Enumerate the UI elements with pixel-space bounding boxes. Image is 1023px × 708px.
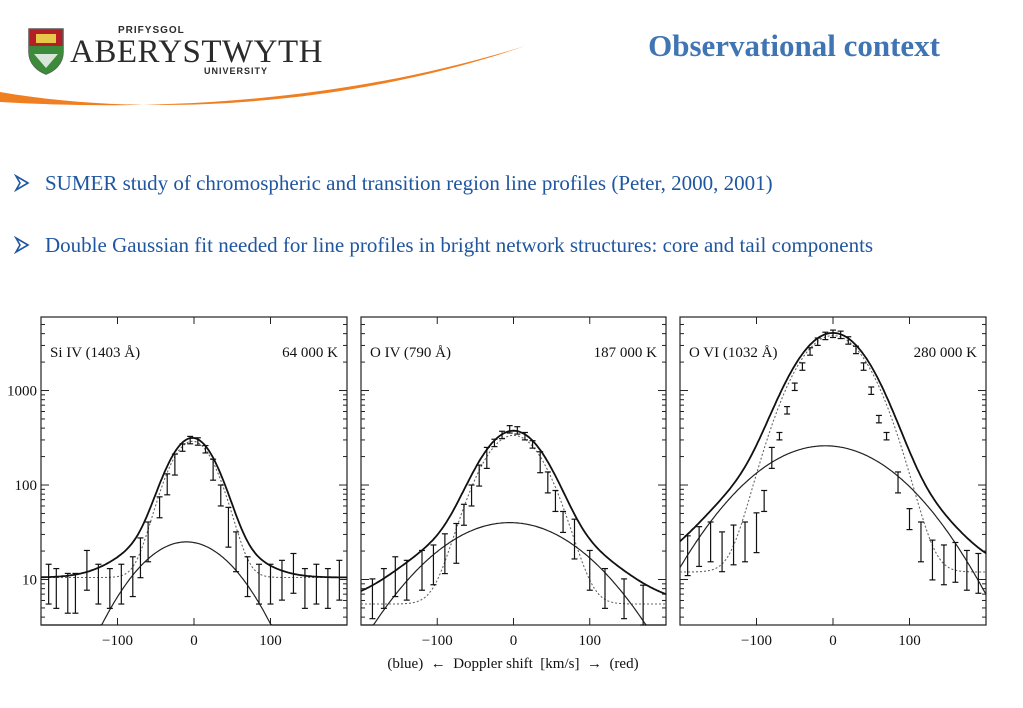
tail-component-line (41, 541, 347, 626)
chart-title: Si IV (1403 Å) (50, 345, 140, 361)
orange-swoosh-decoration (0, 46, 525, 106)
y-tick-label: 100 (15, 478, 38, 494)
university-crest-icon (28, 28, 64, 75)
core-component-line (680, 335, 986, 573)
tail-component-line (361, 522, 666, 626)
y-tick-label: 10 (22, 573, 37, 589)
university-logo: PRIFYSGOL ABERYSTWYTH UNIVERSITY (26, 22, 323, 82)
chart-title: O VI (1032 Å) (689, 345, 777, 361)
arrow-bullet-icon (14, 235, 30, 255)
core-component-line (361, 434, 666, 605)
chart-panel: −100 0 100 O VI (1032 Å) 280 000 K (679, 316, 987, 649)
bullet-item: SUMER study of chromospheric and transit… (14, 168, 1004, 198)
bullet-text: SUMER study of chromospheric and transit… (45, 171, 773, 195)
x-axis-label: (blue) ← Doppler shift [km/s] → (red) (387, 656, 638, 672)
chart-title: O IV (790 Å) (370, 345, 451, 361)
chart-temperature: 64 000 K (282, 345, 338, 361)
x-tick-label: 100 (898, 633, 921, 649)
bullet-item: Double Gaussian fit needed for line prof… (14, 230, 1004, 292)
x-tick-label: 100 (259, 633, 282, 649)
x-tick-label: −100 (422, 633, 453, 649)
logo-aberystwyth: ABERYSTWYTH (70, 34, 323, 70)
page-title: Observational context (648, 28, 940, 63)
chart-frame (679, 316, 987, 626)
total-fit-line (679, 331, 987, 555)
logo-university: UNIVERSITY (204, 66, 269, 76)
y-tick-label: 1000 (7, 384, 37, 400)
arrow-bullet-icon (14, 173, 30, 193)
x-tick-label: 100 (579, 633, 602, 649)
total-fit-line (40, 436, 347, 579)
chart-panel: −100 0 100 O IV (790 Å) 187 000 K (360, 316, 667, 649)
logo-prifysgol: PRIFYSGOL (118, 25, 185, 36)
x-tick-label: 0 (190, 633, 198, 649)
total-fit-line (360, 429, 667, 595)
chart-temperature: 187 000 K (594, 345, 658, 361)
x-tick-label: −100 (741, 633, 772, 649)
chart-temperature: 280 000 K (914, 345, 978, 361)
tail-component-line (679, 445, 987, 595)
bullet-text: Double Gaussian fit needed for line prof… (45, 233, 874, 257)
x-tick-label: 0 (510, 633, 518, 649)
x-tick-label: 0 (829, 633, 837, 649)
x-tick-label: −100 (102, 633, 133, 649)
chart-panel: −100 0 100 10 100 1000 Si IV (1403 Å) 64 000 K (7, 316, 348, 649)
